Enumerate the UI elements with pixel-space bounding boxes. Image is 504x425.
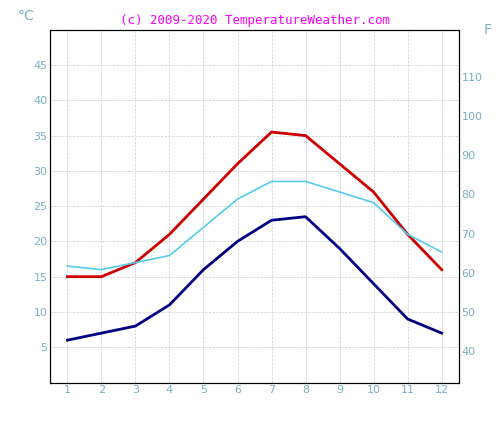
Y-axis label: F: F	[483, 23, 491, 37]
Title: (c) 2009-2020 TemperatureWeather.com: (c) 2009-2020 TemperatureWeather.com	[119, 14, 390, 27]
Y-axis label: °C: °C	[18, 8, 34, 23]
